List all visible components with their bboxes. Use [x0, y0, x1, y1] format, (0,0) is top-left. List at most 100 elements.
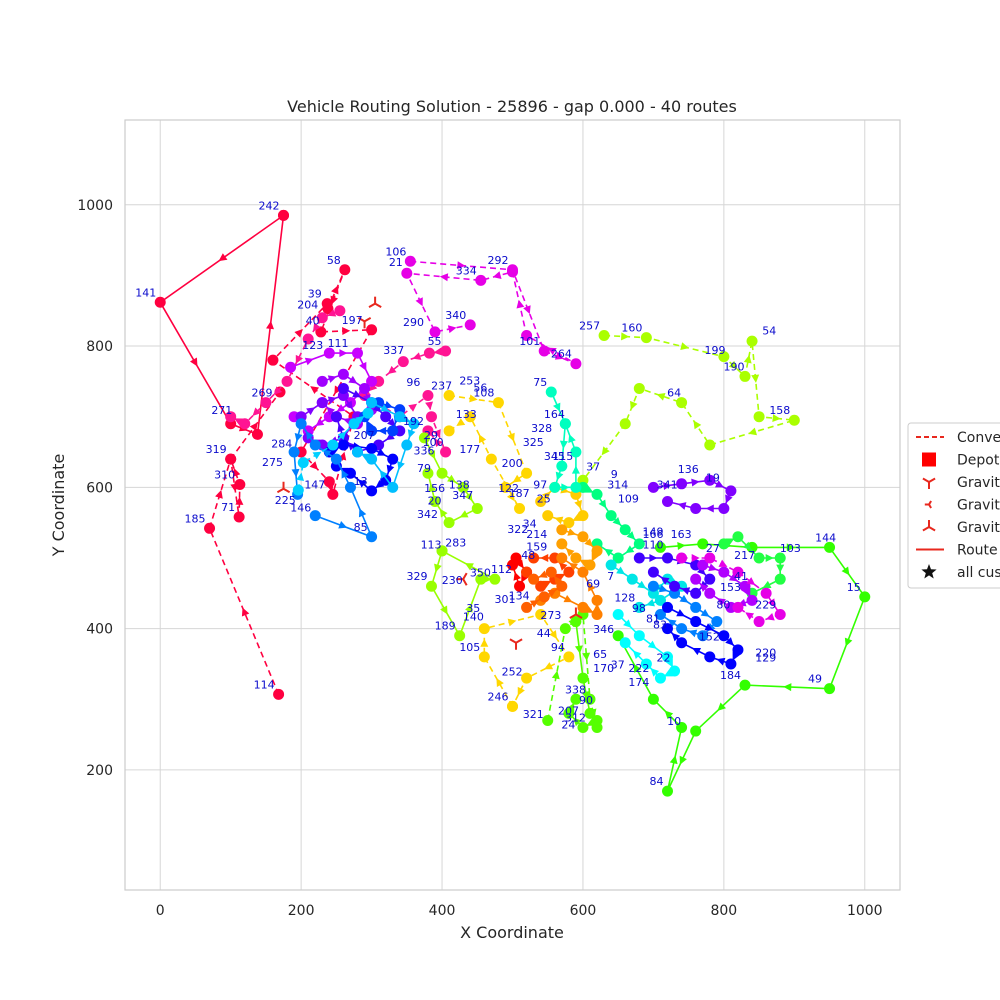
node-label: 189: [435, 620, 456, 633]
gravity-marker: [462, 572, 468, 580]
customer-point: [297, 457, 309, 469]
node-label: 24: [561, 719, 575, 732]
node-label: 310: [214, 469, 235, 482]
node-label: 123: [302, 339, 323, 352]
node-label: 217: [734, 549, 755, 562]
route-arrow: [669, 755, 678, 765]
route-arrow: [680, 342, 689, 351]
route-arrow: [705, 504, 714, 513]
customer-point: [704, 552, 716, 564]
customer-point: [774, 608, 786, 620]
legend: Conve Depot Gravit Gravit Gravit Route all cus: [907, 422, 1000, 589]
route-arrow: [304, 357, 314, 366]
customer-point: [225, 411, 237, 423]
customer-point: [690, 503, 702, 515]
customer-point: [397, 356, 409, 368]
customer-point: [556, 580, 568, 592]
route-arrow: [551, 670, 560, 680]
legend-swatch: [928, 500, 932, 506]
legend-label: Depot: [957, 453, 1000, 469]
customer-point: [309, 439, 321, 451]
route-arrow: [357, 479, 367, 488]
customer-point: [278, 209, 290, 221]
route-arrow: [728, 573, 738, 582]
route-arrow: [588, 708, 597, 718]
route-arrow: [679, 755, 687, 765]
customer-point: [633, 601, 645, 613]
node-label: 346: [593, 623, 614, 636]
customer-point: [429, 495, 441, 507]
customer-point: [556, 538, 568, 550]
node-label: 39: [308, 288, 322, 301]
y-tick-label: 400: [86, 622, 113, 638]
node-label: 44: [537, 627, 551, 640]
node-label: 334: [456, 264, 477, 277]
route-arrow: [310, 386, 320, 395]
node-label: 90: [579, 694, 593, 707]
route-arrow: [337, 423, 345, 433]
customer-point: [690, 725, 702, 737]
node-label: 141: [135, 286, 156, 299]
customer-point: [273, 688, 285, 700]
node-label: 108: [473, 387, 494, 400]
route-arrow: [569, 562, 578, 571]
route-arrow: [385, 432, 395, 441]
customer-point: [577, 601, 589, 613]
customer-point: [507, 559, 518, 571]
node-label: 27: [706, 542, 720, 555]
node-label: 159: [526, 541, 547, 554]
route-arrow: [336, 404, 346, 412]
route-arrow: [348, 375, 358, 384]
route-arrow: [341, 469, 349, 479]
customer-point: [443, 517, 455, 529]
x-tick-label: 600: [570, 903, 597, 919]
customer-point: [443, 425, 455, 437]
customer-point: [753, 552, 765, 564]
route-arrow: [313, 322, 321, 332]
route-arrow: [626, 531, 636, 540]
node-label: 321: [523, 708, 544, 721]
route-arrow: [549, 630, 557, 640]
route-arrow: [647, 640, 657, 649]
customer-point: [514, 580, 526, 592]
node-label: 54: [762, 324, 776, 337]
axes-frame: [124, 119, 901, 891]
route-arrow: [338, 521, 348, 529]
customer-point: [337, 439, 349, 451]
customer-point: [538, 345, 550, 357]
customer-point: [718, 503, 730, 515]
node-label: 113: [421, 538, 442, 551]
node-label: 106: [385, 245, 406, 258]
customer-point: [404, 255, 416, 267]
customer-point: [633, 630, 645, 642]
node-label: 229: [755, 598, 776, 611]
route-arrow: [588, 582, 596, 592]
route-arrow: [630, 400, 638, 410]
route-arrow: [700, 608, 710, 617]
gravity-marker: [368, 302, 376, 309]
route-arrow: [440, 605, 448, 615]
route-arrow: [844, 637, 853, 647]
route-arrow: [447, 325, 457, 334]
route-arrow: [728, 360, 738, 370]
customer-point: [669, 665, 681, 677]
customer-point: [732, 531, 744, 543]
route-arrow: [679, 594, 689, 603]
node-label: 85: [354, 521, 368, 534]
route-arrow: [428, 483, 437, 493]
customer-point: [260, 397, 272, 409]
customer-point: [387, 425, 399, 437]
y-tick-label: 200: [86, 763, 113, 779]
route-arrow: [632, 650, 642, 660]
route-arrow: [326, 406, 335, 416]
route-arrow: [542, 491, 551, 501]
customer-point: [676, 552, 688, 564]
node-label: 34: [523, 517, 537, 530]
customer-point: [690, 601, 702, 613]
node-label: 41: [734, 570, 748, 583]
plot-frame: [124, 119, 901, 891]
route-arrow: [457, 261, 466, 270]
route-arrow: [339, 349, 348, 358]
customer-point: [408, 418, 420, 430]
route-arrow: [512, 474, 522, 483]
